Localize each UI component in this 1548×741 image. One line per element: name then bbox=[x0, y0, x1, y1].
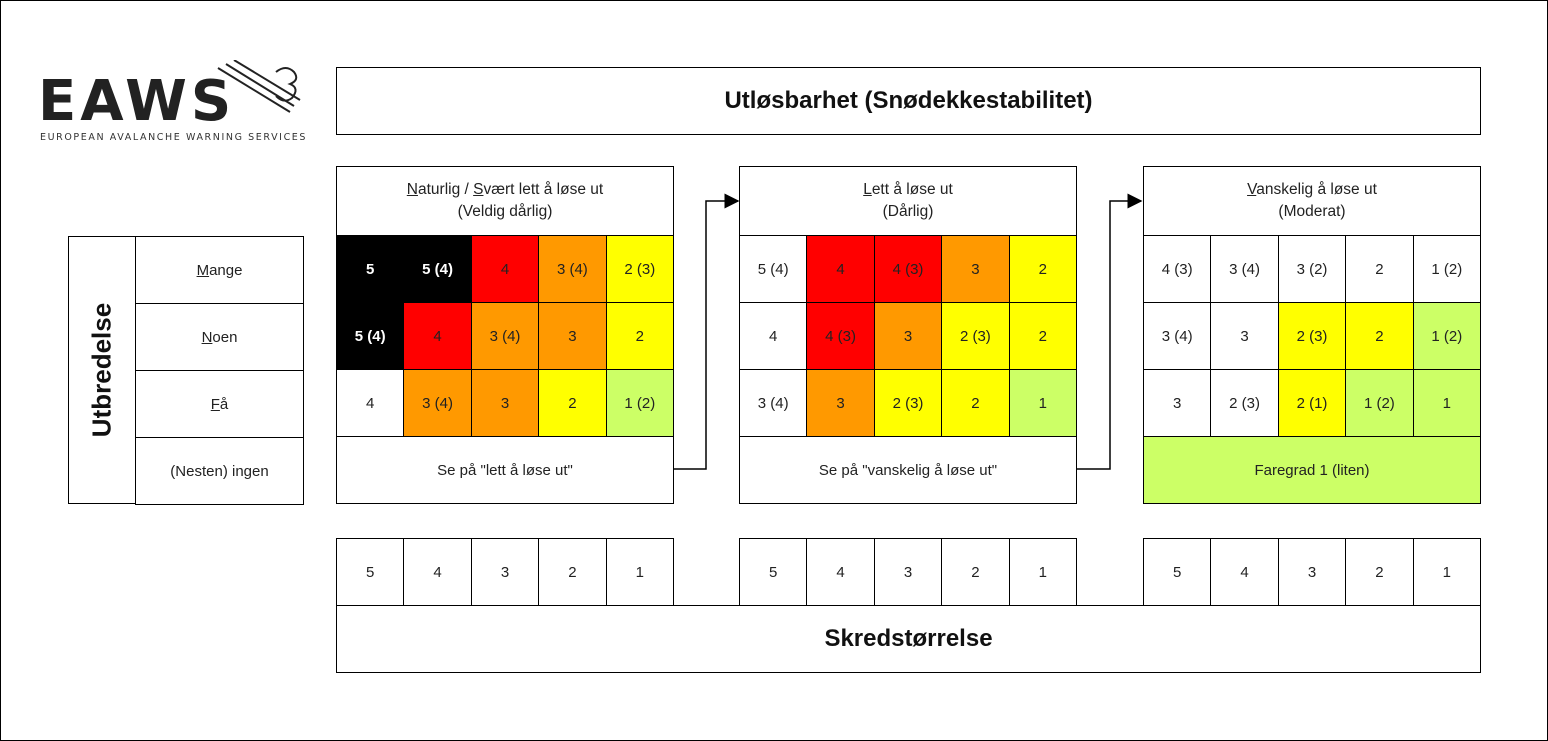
panel-header-initial: L bbox=[863, 181, 872, 198]
eaws-logo: EAWS bbox=[38, 60, 301, 134]
size-cell: 5 bbox=[739, 538, 808, 606]
danger-cell: 4 bbox=[336, 369, 405, 437]
danger-cell: 2 (1) bbox=[1277, 369, 1347, 437]
danger-cell: 4 bbox=[403, 302, 472, 370]
danger-cell: 2 (3) bbox=[1277, 302, 1347, 370]
eaws-logo-wordmark: EAWS bbox=[38, 69, 235, 134]
size-cell: 5 bbox=[1143, 538, 1212, 606]
danger-cell: 2 bbox=[538, 369, 607, 437]
avalanche-lines-icon bbox=[217, 60, 301, 113]
danger-cell: 3 bbox=[1210, 302, 1279, 370]
danger-cell: 4 bbox=[739, 302, 808, 370]
panel-header-initial: S bbox=[473, 181, 484, 198]
danger-cell: 3 bbox=[873, 302, 943, 370]
danger-cell: 4 bbox=[470, 235, 540, 303]
distribution-row-label: å bbox=[219, 395, 229, 413]
distribution-row-initial: M bbox=[196, 261, 210, 279]
eaws-tagline: EUROPEAN AVALANCHE WARNING SERVICES bbox=[40, 132, 308, 143]
distribution-row-initial: F bbox=[210, 395, 220, 413]
danger-cell: 2 (3) bbox=[1210, 369, 1279, 437]
size-cell: 2 bbox=[1345, 538, 1414, 606]
panel-header-line2: (Moderat) bbox=[1278, 203, 1346, 220]
distribution-title: Utbredelse bbox=[86, 302, 117, 438]
danger-cell: 4 (3) bbox=[1143, 235, 1212, 303]
danger-cell: 2 bbox=[1008, 302, 1077, 370]
panel-header-line2: (Dårlig) bbox=[882, 203, 934, 220]
danger-cell: 3 (4) bbox=[739, 369, 808, 437]
danger-cell: 3 (4) bbox=[470, 302, 540, 370]
danger-cell: 4 bbox=[806, 235, 875, 303]
top-title: Utløsbarhet (Snødekkestabilitet) bbox=[336, 67, 1481, 135]
distribution-row-label: ange bbox=[209, 261, 243, 279]
panel-header-1: Lett å løse ut (Dårlig) bbox=[739, 166, 1077, 236]
size-cell: 1 bbox=[1412, 538, 1481, 606]
size-cell: 5 bbox=[336, 538, 405, 606]
panel-header-line1: Vanskelig å løse ut bbox=[1247, 179, 1377, 201]
danger-cell: 5 (4) bbox=[739, 235, 808, 303]
danger-cell: 5 (4) bbox=[336, 302, 405, 370]
distribution-row-label: (Nesten) ingen bbox=[170, 462, 269, 480]
danger-cell: 2 (3) bbox=[605, 235, 674, 303]
bottom-title: Skredstørrelse bbox=[336, 605, 1481, 673]
danger-cell: 2 bbox=[1345, 302, 1414, 370]
danger-cell: 1 (2) bbox=[1345, 369, 1414, 437]
panel-footer-0: Se på "lett å løse ut" bbox=[336, 436, 674, 504]
danger-cell: 3 (4) bbox=[1210, 235, 1279, 303]
panel-header-text: vært lett å løse ut bbox=[483, 181, 604, 198]
danger-cell: 4 (3) bbox=[873, 235, 943, 303]
danger-cell: 2 bbox=[941, 369, 1010, 437]
size-cell: 3 bbox=[470, 538, 540, 606]
size-cell: 2 bbox=[538, 538, 607, 606]
panel-header-line2: (Veldig dårlig) bbox=[457, 203, 553, 220]
danger-cell: 3 bbox=[941, 235, 1010, 303]
danger-cell: 3 (4) bbox=[403, 369, 472, 437]
danger-cell: 5 (4) bbox=[403, 235, 472, 303]
danger-cell: 3 bbox=[806, 369, 875, 437]
panel-header-initial: V bbox=[1247, 181, 1257, 198]
panel-header-initial: N bbox=[406, 181, 418, 198]
panel-header-2: Vanskelig å løse ut (Moderat) bbox=[1143, 166, 1481, 236]
danger-cell: 4 (3) bbox=[806, 302, 875, 370]
distribution-row-label: oen bbox=[212, 328, 238, 346]
danger-cell: 3 bbox=[470, 369, 540, 437]
panel-header-line1: Naturlig / Svært lett å løse ut bbox=[407, 179, 603, 201]
panel-header-text: aturlig / bbox=[417, 181, 474, 198]
size-cell: 2 bbox=[941, 538, 1010, 606]
panel-header-0: Naturlig / Svært lett å løse ut (Veldig d… bbox=[336, 166, 674, 236]
danger-cell: 1 (2) bbox=[605, 369, 674, 437]
danger-cell: 3 (4) bbox=[538, 235, 607, 303]
distribution-row-3: (Nesten) ingen bbox=[135, 437, 304, 505]
size-cell: 4 bbox=[806, 538, 875, 606]
size-cell: 4 bbox=[403, 538, 472, 606]
danger-cell: 1 bbox=[1008, 369, 1077, 437]
size-cell: 4 bbox=[1210, 538, 1279, 606]
distribution-row-initial: N bbox=[201, 328, 213, 346]
danger-cell: 2 bbox=[1345, 235, 1414, 303]
distribution-axis: Utbredelse bbox=[68, 236, 136, 504]
panel-header-text: anskelig å løse ut bbox=[1256, 181, 1377, 198]
panel-footer-2: Faregrad 1 (liten) bbox=[1143, 436, 1481, 504]
size-cell: 1 bbox=[605, 538, 674, 606]
danger-cell: 1 bbox=[1412, 369, 1481, 437]
panel-header-text: ett å løse ut bbox=[871, 181, 953, 198]
danger-cell: 3 bbox=[538, 302, 607, 370]
size-cell: 3 bbox=[1277, 538, 1347, 606]
size-cell: 3 bbox=[873, 538, 943, 606]
panel-header-line1: Lett å løse ut bbox=[863, 179, 953, 201]
size-cell: 1 bbox=[1008, 538, 1077, 606]
danger-cell: 2 bbox=[1008, 235, 1077, 303]
danger-cell: 2 (3) bbox=[873, 369, 943, 437]
danger-cell: 1 (2) bbox=[1412, 302, 1481, 370]
panel-footer-1: Se på "vanskelig å løse ut" bbox=[739, 436, 1077, 504]
danger-cell: 3 (4) bbox=[1143, 302, 1212, 370]
danger-cell: 2 bbox=[605, 302, 674, 370]
danger-cell: 1 (2) bbox=[1412, 235, 1481, 303]
danger-cell: 2 (3) bbox=[941, 302, 1010, 370]
danger-cell: 3 (2) bbox=[1277, 235, 1347, 303]
danger-cell: 3 bbox=[1143, 369, 1212, 437]
danger-cell: 5 bbox=[336, 235, 405, 303]
